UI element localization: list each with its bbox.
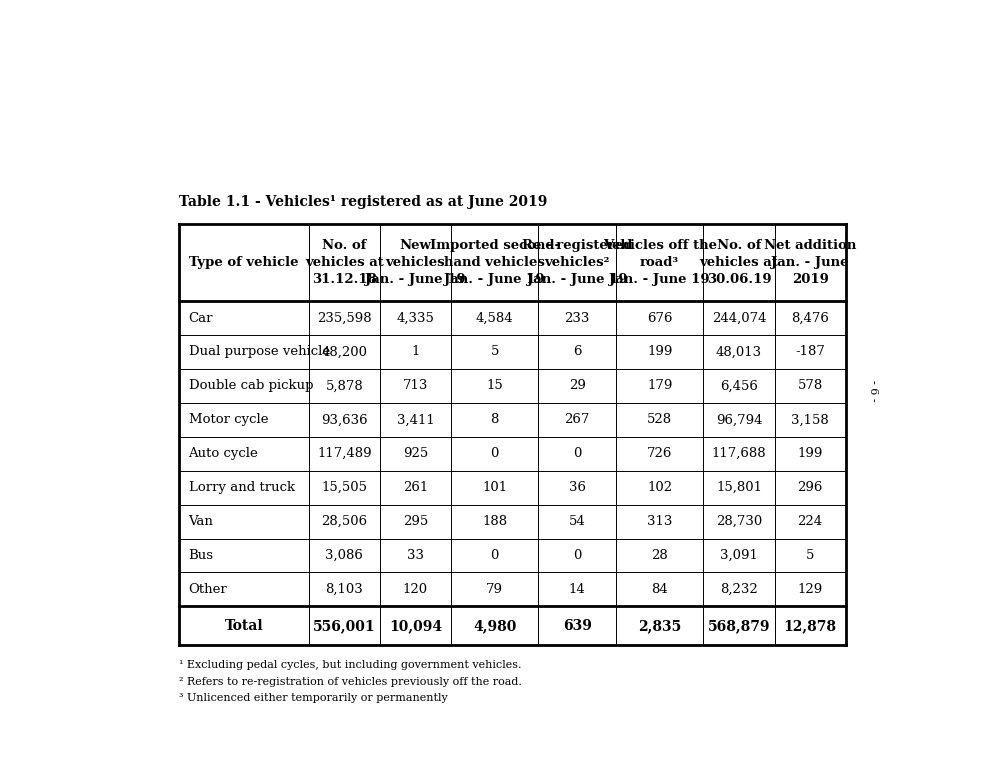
- Text: 84: 84: [651, 583, 668, 596]
- Text: 528: 528: [647, 414, 672, 427]
- Text: 15,505: 15,505: [321, 481, 367, 494]
- Text: - 6 -: - 6 -: [868, 380, 878, 401]
- Text: 925: 925: [403, 448, 428, 460]
- Text: 54: 54: [569, 515, 586, 528]
- Text: 29: 29: [569, 380, 586, 393]
- Text: 102: 102: [647, 481, 672, 494]
- Text: Table 1.1 - Vehicles¹ registered as at June 2019: Table 1.1 - Vehicles¹ registered as at J…: [179, 195, 548, 209]
- Text: 568,879: 568,879: [708, 618, 770, 633]
- Text: No. of
vehicles at
31.12.18: No. of vehicles at 31.12.18: [305, 239, 384, 286]
- Text: 188: 188: [482, 515, 507, 528]
- Text: 6,456: 6,456: [720, 380, 758, 393]
- Text: 261: 261: [403, 481, 428, 494]
- Text: Total: Total: [225, 618, 263, 633]
- Text: 93,636: 93,636: [321, 414, 368, 427]
- Text: Van: Van: [189, 515, 213, 528]
- Text: Motor cycle: Motor cycle: [189, 414, 268, 427]
- Text: ¹ Excluding pedal cycles, but including government vehicles.: ¹ Excluding pedal cycles, but including …: [179, 660, 522, 670]
- Text: 4,335: 4,335: [396, 312, 434, 325]
- Text: -187: -187: [795, 346, 825, 359]
- Text: 3,086: 3,086: [325, 549, 363, 562]
- Text: 224: 224: [798, 515, 823, 528]
- Text: 0: 0: [491, 448, 499, 460]
- Text: 117,688: 117,688: [712, 448, 766, 460]
- Text: 10,094: 10,094: [389, 618, 442, 633]
- Text: Re - registered
vehicles²
Jan. - June 19: Re - registered vehicles² Jan. - June 19: [522, 239, 632, 286]
- Text: 48,013: 48,013: [716, 346, 762, 359]
- Text: ³ Unlicenced either temporarily or permanently: ³ Unlicenced either temporarily or perma…: [179, 693, 448, 703]
- Text: Type of vehicle: Type of vehicle: [189, 256, 299, 269]
- Text: Auto cycle: Auto cycle: [189, 448, 258, 460]
- Text: 3,411: 3,411: [397, 414, 434, 427]
- Text: Car: Car: [189, 312, 213, 325]
- Text: 199: 199: [647, 346, 672, 359]
- Text: 578: 578: [798, 380, 823, 393]
- Text: 313: 313: [647, 515, 672, 528]
- Text: 1: 1: [411, 346, 420, 359]
- Text: 6: 6: [573, 346, 581, 359]
- Text: 129: 129: [798, 583, 823, 596]
- Text: 117,489: 117,489: [317, 448, 372, 460]
- Text: 8,476: 8,476: [791, 312, 829, 325]
- Text: 199: 199: [797, 448, 823, 460]
- Text: Lorry and truck: Lorry and truck: [189, 481, 295, 494]
- Text: Imported second-
hand vehicles
Jan. - June 19: Imported second- hand vehicles Jan. - Ju…: [430, 239, 560, 286]
- Text: 713: 713: [403, 380, 428, 393]
- Text: 295: 295: [403, 515, 428, 528]
- Text: 15: 15: [486, 380, 503, 393]
- Text: 36: 36: [569, 481, 586, 494]
- Text: 0: 0: [491, 549, 499, 562]
- Text: 33: 33: [407, 549, 424, 562]
- Text: 244,074: 244,074: [712, 312, 766, 325]
- Text: 2,835: 2,835: [638, 618, 681, 633]
- Text: No. of
vehicles at
30.06.19: No. of vehicles at 30.06.19: [700, 239, 778, 286]
- Text: 48,200: 48,200: [321, 346, 367, 359]
- Text: 12,878: 12,878: [784, 618, 837, 633]
- Text: 233: 233: [565, 312, 590, 325]
- Text: 676: 676: [647, 312, 672, 325]
- Text: 101: 101: [482, 481, 507, 494]
- Text: Other: Other: [189, 583, 227, 596]
- Text: 28: 28: [651, 549, 668, 562]
- Text: 14: 14: [569, 583, 586, 596]
- Text: 5: 5: [806, 549, 814, 562]
- Text: 235,598: 235,598: [317, 312, 372, 325]
- Text: Double cab pickup: Double cab pickup: [189, 380, 313, 393]
- Text: 28,730: 28,730: [716, 515, 762, 528]
- Text: 96,794: 96,794: [716, 414, 762, 427]
- Text: 5,878: 5,878: [325, 380, 363, 393]
- Text: 8,232: 8,232: [720, 583, 758, 596]
- Text: 0: 0: [573, 448, 581, 460]
- Text: 120: 120: [403, 583, 428, 596]
- Text: 15,801: 15,801: [716, 481, 762, 494]
- Text: 267: 267: [565, 414, 590, 427]
- Text: 296: 296: [797, 481, 823, 494]
- Text: 79: 79: [486, 583, 503, 596]
- Text: 8: 8: [491, 414, 499, 427]
- Text: Bus: Bus: [189, 549, 214, 562]
- Text: New
vehicles
Jan. - June 19: New vehicles Jan. - June 19: [365, 239, 466, 286]
- Text: 3,091: 3,091: [720, 549, 758, 562]
- Text: 4,980: 4,980: [473, 618, 516, 633]
- Text: Dual purpose vehicle: Dual purpose vehicle: [189, 346, 330, 359]
- Text: 726: 726: [647, 448, 672, 460]
- Text: ² Refers to re-registration of vehicles previously off the road.: ² Refers to re-registration of vehicles …: [179, 676, 522, 686]
- Text: 179: 179: [647, 380, 672, 393]
- Text: 5: 5: [491, 346, 499, 359]
- Text: 8,103: 8,103: [325, 583, 363, 596]
- Text: 0: 0: [573, 549, 581, 562]
- Text: 556,001: 556,001: [313, 618, 376, 633]
- Text: 3,158: 3,158: [791, 414, 829, 427]
- Text: Net addition
Jan. - June
2019: Net addition Jan. - June 2019: [764, 239, 856, 286]
- Text: 4,584: 4,584: [476, 312, 514, 325]
- Text: 639: 639: [563, 618, 592, 633]
- Text: 28,506: 28,506: [321, 515, 367, 528]
- Text: Vehicles off the
road³
Jan. - June 19: Vehicles off the road³ Jan. - June 19: [603, 239, 717, 286]
